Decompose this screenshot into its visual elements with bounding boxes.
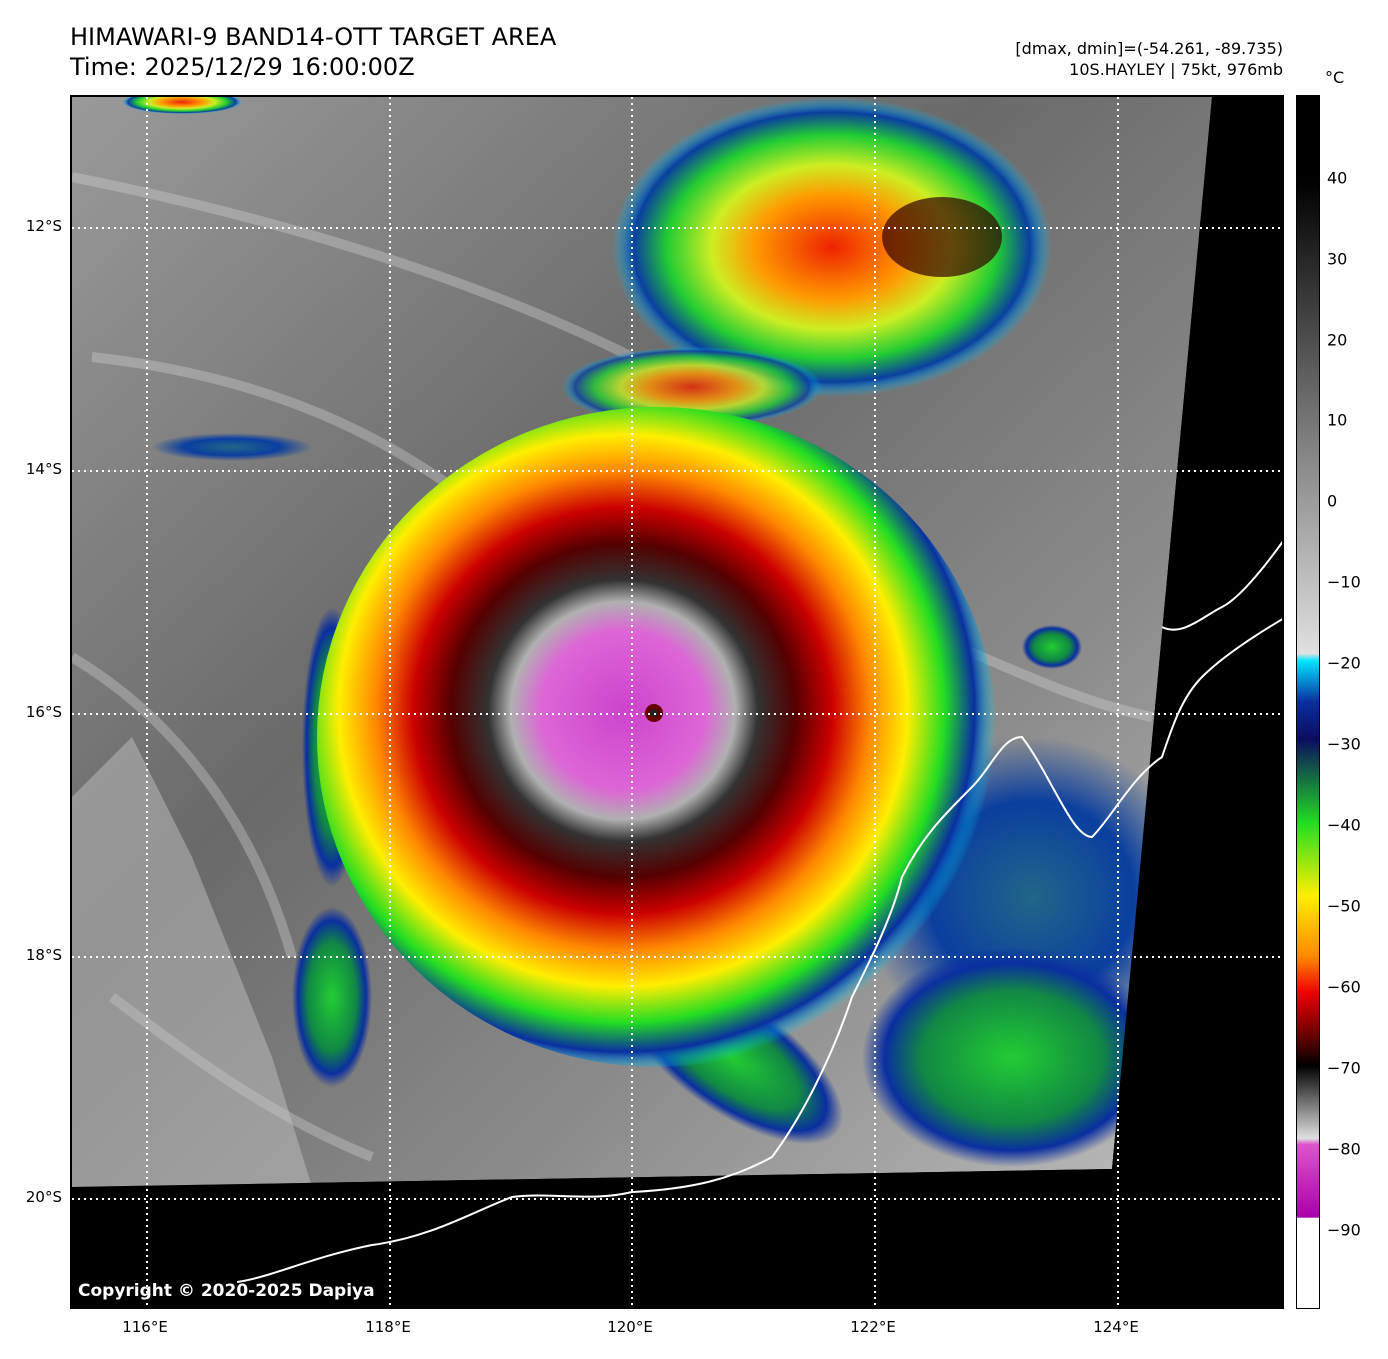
- lon-label-116E: 116°E: [122, 1318, 168, 1336]
- eastern-green-cell: [1022, 625, 1082, 669]
- colorbar-unit: °C: [1325, 68, 1345, 87]
- storm-info: [dmax, dmin]=(-54.261, -89.735) 10S.HAYL…: [1015, 38, 1283, 80]
- lat-label-14S: 14°S: [25, 460, 62, 478]
- western-band-north: [152, 433, 312, 461]
- colorbar-tick: −70: [1327, 1058, 1361, 1078]
- colorbar-tick: −80: [1327, 1139, 1361, 1159]
- lon-label-118E: 118°E: [365, 1318, 411, 1336]
- colorbar-tick: 20: [1327, 330, 1348, 350]
- colorbar-tick: −30: [1327, 734, 1361, 754]
- no-data-east: [1112, 97, 1282, 1307]
- northern-convection-tail: [562, 347, 822, 427]
- lon-label-124E: 124°E: [1093, 1318, 1139, 1336]
- coastal-cloud-band: [72, 737, 312, 1187]
- colorbar-tick: 0: [1327, 491, 1338, 511]
- central-dense-overcast: [317, 407, 997, 1067]
- colorbar-tick: −60: [1327, 977, 1361, 997]
- northern-convection: [612, 97, 1052, 397]
- graticule: [72, 97, 1282, 1307]
- title-line-time: Time: 2025/12/29 16:00:00Z: [70, 53, 415, 81]
- colorbar-tick: −10: [1327, 572, 1361, 592]
- lat-label-18S: 18°S: [25, 946, 62, 964]
- cloud-streaks: [72, 172, 1153, 1162]
- northern-band-streak: [122, 97, 242, 114]
- coastline-kimberley: [1161, 540, 1282, 631]
- colorbar-tick: 40: [1327, 168, 1348, 188]
- lon-label-120E: 120°E: [607, 1318, 653, 1336]
- storm-name-text: 10S.HAYLEY | 75kt, 976mb: [1069, 60, 1283, 79]
- colorbar-tick: −50: [1327, 896, 1361, 916]
- colorbar-tick: −90: [1327, 1220, 1361, 1240]
- southeast-green-area: [862, 947, 1162, 1167]
- figure-title: HIMAWARI-9 BAND14-OTT TARGET AREA Time: …: [70, 22, 556, 82]
- no-data-south: [72, 1169, 1112, 1307]
- lat-label-20S: 20°S: [25, 1188, 62, 1206]
- western-rainband-south: [292, 907, 372, 1087]
- lon-label-122E: 122°E: [850, 1318, 896, 1336]
- colorbar-tick: −40: [1327, 815, 1361, 835]
- northern-cell: [882, 197, 1002, 277]
- copyright-text: Copyright © 2020-2025 Dapiya: [78, 1281, 375, 1301]
- satellite-imagery: [72, 97, 1282, 1307]
- colorbar: [1296, 95, 1320, 1309]
- satellite-map: Copyright © 2020-2025 Dapiya: [70, 95, 1284, 1309]
- temperature-range-text: [dmax, dmin]=(-54.261, -89.735): [1015, 39, 1283, 58]
- colorbar-tick: 10: [1327, 410, 1348, 430]
- lat-label-16S: 16°S: [25, 703, 62, 721]
- title-line-product: HIMAWARI-9 BAND14-OTT TARGET AREA: [70, 23, 557, 51]
- lat-label-12S: 12°S: [25, 217, 62, 235]
- colorbar-tick: 30: [1327, 249, 1348, 269]
- colorbar-tick: −20: [1327, 653, 1361, 673]
